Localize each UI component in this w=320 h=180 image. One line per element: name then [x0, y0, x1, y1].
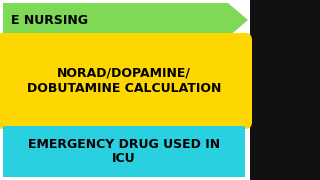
FancyBboxPatch shape: [0, 33, 252, 129]
Bar: [250, 0, 320, 180]
Text: NORAD/DOPAMINE/
DOBUTAMINE CALCULATION: NORAD/DOPAMINE/ DOBUTAMINE CALCULATION: [27, 67, 221, 95]
Text: E NURSING: E NURSING: [11, 14, 88, 26]
Text: EMERGENCY DRUG USED IN
ICU: EMERGENCY DRUG USED IN ICU: [28, 138, 220, 165]
Polygon shape: [3, 3, 248, 37]
Bar: [3, 126, 245, 177]
